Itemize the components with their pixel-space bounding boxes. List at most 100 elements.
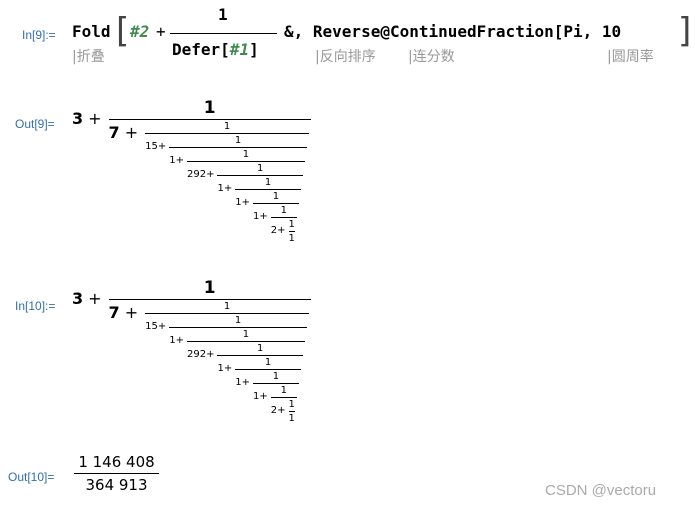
watermark: CSDN @vectoru bbox=[545, 482, 657, 499]
fraction-bar bbox=[270, 397, 297, 398]
denominator: 7 +1 15 +1 1 +1 292 +1 1 +1 1 +1 1 +1 2 +1 1 bbox=[109, 120, 311, 245]
term: 7 bbox=[108, 303, 120, 322]
fraction: 1 1 +1 292 +1 1 +1 1 +1 1 +1 2 +1 1 bbox=[167, 134, 309, 245]
fraction-bar bbox=[145, 133, 309, 134]
code: [ bbox=[220, 40, 230, 59]
denominator: Defer[#1] bbox=[172, 40, 259, 59]
denominator: 1 +1 292 +1 1 +1 1 +1 1 +1 2 +1 1 bbox=[169, 148, 307, 245]
term: 15 bbox=[145, 141, 158, 152]
fraction: 1 2 +1 1 bbox=[269, 204, 299, 245]
operator: + bbox=[175, 155, 184, 166]
slot: #1 bbox=[229, 40, 250, 59]
fraction-bar bbox=[235, 369, 301, 370]
bracket: [ bbox=[116, 11, 130, 51]
fraction: 1 1 +1 2 +1 1 bbox=[251, 190, 301, 245]
operator: + bbox=[277, 405, 286, 416]
code: Fold bbox=[72, 22, 111, 41]
term: 2 bbox=[270, 405, 278, 416]
fraction-bar bbox=[235, 189, 301, 190]
operator: + bbox=[223, 363, 233, 374]
fraction-bar bbox=[186, 341, 305, 342]
fraction: 1 7 +1 15 +1 1 +1 292 +1 1 +1 1 +1 1 +1 2 +1 1 bbox=[107, 97, 313, 245]
denominator: 1 bbox=[289, 412, 295, 425]
fraction: 1 2 +1 1 bbox=[269, 384, 299, 425]
fraction-bar bbox=[74, 473, 159, 474]
fraction: 1 1 +1 1 +1 1 +1 2 +1 1 bbox=[215, 342, 304, 425]
operator: + bbox=[241, 377, 250, 388]
operator: + bbox=[241, 197, 250, 208]
continued-fraction: 3 +1 7 +1 15 +1 1 +1 292 +1 1 +1 1 +1 1 +1 2 +1 1 bbox=[72, 277, 313, 425]
numerator: 1 bbox=[223, 121, 231, 132]
denominator: 1 +1 2 +1 1 bbox=[253, 384, 299, 425]
bracket: ] bbox=[678, 11, 692, 51]
fraction-bar bbox=[253, 383, 299, 384]
fraction: 1 1 +1 1 +1 2 +1 1 bbox=[233, 176, 303, 245]
operator: + bbox=[223, 183, 233, 194]
denominator: 1 bbox=[289, 232, 295, 245]
fraction-bar bbox=[170, 33, 277, 34]
numerator: 1 bbox=[234, 315, 242, 326]
cell-label: In[10]:= bbox=[15, 299, 56, 313]
term: 15 bbox=[145, 321, 158, 332]
numerator: 1 bbox=[264, 177, 272, 188]
fraction: 1 1 +1 1 +1 2 +1 1 bbox=[233, 356, 303, 425]
term: 3 bbox=[72, 109, 84, 128]
operator: + bbox=[259, 391, 268, 402]
term: 1 bbox=[169, 155, 176, 166]
expression: 3 +1 7 +1 15 +1 1 +1 292 +1 1 +1 1 +1 1 +1 2 +1 1 bbox=[72, 277, 313, 425]
numerator: 1 bbox=[223, 301, 231, 312]
fraction: 1 7 +1 15 +1 1 +1 292 +1 1 +1 1 +1 1 +1 2 +1 1 bbox=[107, 277, 313, 425]
operator: + bbox=[124, 123, 139, 142]
denominator: 1 +1 1 +1 2 +1 1 bbox=[235, 370, 301, 425]
denominator: 1 +1 1 +1 1 +1 2 +1 1 bbox=[217, 176, 302, 245]
numerator: 1 bbox=[257, 343, 264, 354]
code: &, Reverse@ContinuedFraction[Pi, 10 bbox=[284, 22, 622, 41]
term: 292 bbox=[186, 349, 207, 360]
result-fraction: 1 146 408 364 913 bbox=[74, 453, 159, 494]
term: 1 bbox=[217, 363, 224, 374]
code: Defer bbox=[172, 40, 221, 59]
numerator: 1 bbox=[218, 5, 228, 24]
operator: + bbox=[157, 321, 167, 332]
fraction-bar bbox=[145, 313, 309, 314]
fraction-bar bbox=[108, 119, 311, 120]
denominator: 1 +1 1 +1 2 +1 1 bbox=[235, 190, 301, 245]
numerator: 1 bbox=[234, 135, 242, 146]
fraction: 1 292 +1 1 +1 1 +1 1 +1 2 +1 1 bbox=[185, 328, 307, 425]
term: 1 bbox=[253, 391, 260, 402]
numerator: 1 bbox=[242, 149, 250, 160]
numerator: 1 bbox=[203, 98, 216, 118]
code: ] bbox=[249, 40, 259, 59]
term: 1 bbox=[169, 335, 176, 346]
term: 292 bbox=[186, 169, 207, 180]
fraction-bar bbox=[288, 231, 295, 232]
cell-label: Out[9]= bbox=[15, 117, 55, 131]
fraction-bar bbox=[108, 299, 311, 300]
term: 1 bbox=[235, 377, 242, 388]
numerator: 1 bbox=[242, 329, 250, 340]
fraction: 1 292 +1 1 +1 1 +1 1 +1 2 +1 1 bbox=[185, 148, 307, 245]
numerator: 1 bbox=[264, 357, 272, 368]
annotation: |反向排序 bbox=[315, 49, 376, 65]
operator: + bbox=[88, 109, 102, 128]
numerator: 1 bbox=[272, 371, 280, 382]
numerator: 1 bbox=[203, 278, 216, 298]
operator: + bbox=[277, 225, 286, 236]
cell-label: Out[10]= bbox=[8, 470, 55, 484]
fraction: 1 1 +1 292 +1 1 +1 1 +1 1 +1 2 +1 1 bbox=[167, 314, 309, 425]
operator: + bbox=[157, 141, 167, 152]
denominator: 15 +1 1 +1 292 +1 1 +1 1 +1 1 +1 2 +1 1 bbox=[145, 134, 309, 245]
denominator: 364 913 bbox=[85, 476, 148, 494]
numerator: 1 bbox=[280, 385, 288, 396]
operator: + bbox=[88, 289, 102, 308]
expression: 3 +1 7 +1 15 +1 1 +1 292 +1 1 +1 1 +1 1 +1 2 +1 1 bbox=[72, 97, 313, 245]
annotation: |折叠 bbox=[72, 49, 105, 65]
denominator: 2 +1 1 bbox=[271, 398, 297, 425]
operator: + bbox=[175, 335, 184, 346]
continued-fraction: 3 +1 7 +1 15 +1 1 +1 292 +1 1 +1 1 +1 1 +1 2 +1 1 bbox=[72, 97, 313, 245]
denominator: 1 +1 292 +1 1 +1 1 +1 1 +1 2 +1 1 bbox=[169, 328, 307, 425]
term: 3 bbox=[72, 289, 84, 308]
fraction-bar bbox=[186, 161, 305, 162]
